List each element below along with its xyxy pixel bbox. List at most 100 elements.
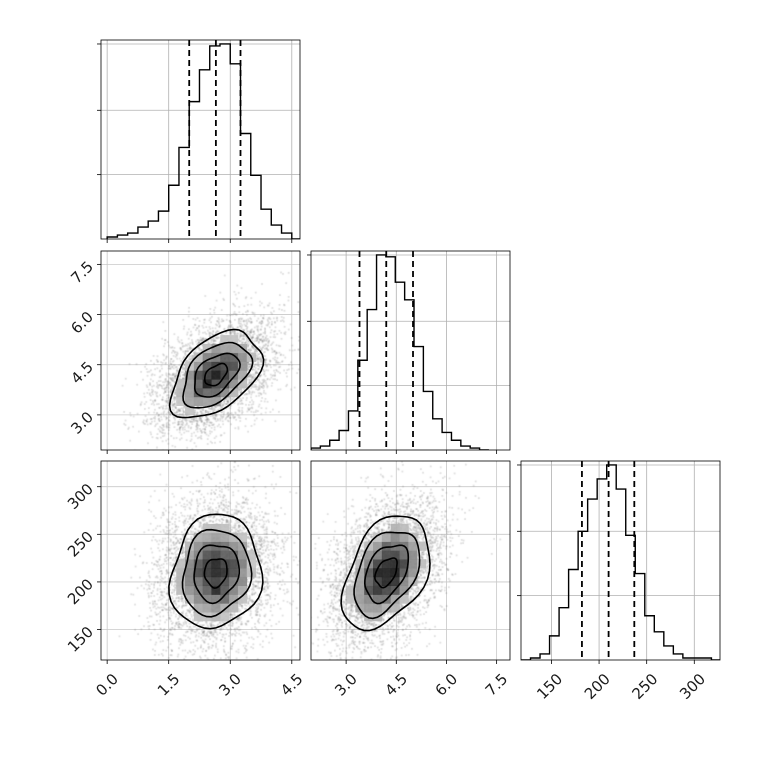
density-cell — [193, 541, 204, 551]
density-cell — [390, 603, 400, 613]
density-cell — [202, 550, 212, 560]
ytick-label-2-2: 250 — [64, 528, 97, 561]
density-cell — [202, 567, 212, 578]
density-cell — [185, 396, 195, 406]
density-cell — [229, 335, 239, 345]
density-cell — [364, 550, 374, 560]
density-cell — [229, 352, 239, 362]
density-cell — [390, 550, 400, 560]
density-cell — [202, 370, 212, 380]
density-cell — [185, 541, 195, 551]
panel-frame-2-1 — [310, 460, 511, 661]
density-cell — [229, 541, 239, 551]
density-cell — [220, 594, 230, 604]
density-cell — [381, 541, 392, 551]
xtick-label-1-0: 3.0 — [331, 670, 361, 700]
density-cell — [211, 532, 221, 542]
density-cell — [408, 541, 418, 551]
scatter-clip-2-1 — [311, 461, 510, 660]
density-cell — [408, 550, 418, 560]
density-cell — [381, 603, 392, 613]
density-cell — [185, 559, 195, 569]
density-cell — [364, 576, 374, 587]
density-cell — [381, 567, 392, 578]
density-cell — [408, 567, 418, 578]
density-cell — [355, 594, 365, 604]
density-cell — [373, 559, 383, 569]
contour-2-0-2 — [181, 528, 253, 618]
density-cell — [390, 523, 400, 534]
density-cell — [220, 343, 230, 354]
density-cell — [237, 352, 248, 362]
density-cell — [193, 532, 204, 542]
density-cell — [390, 559, 400, 569]
density-cell — [237, 379, 248, 389]
panel-frame-2-2 — [520, 460, 721, 661]
panel-frame-0-0 — [100, 39, 301, 240]
density-cell — [185, 387, 195, 398]
panel-1-1 — [307, 250, 511, 454]
density-cell — [229, 559, 239, 569]
density-cell — [193, 576, 204, 587]
density-cell — [364, 594, 374, 604]
density-cell — [417, 541, 427, 551]
density-cell — [176, 387, 186, 398]
density-cell — [193, 559, 204, 569]
ytick-label-1-2: 6.0 — [67, 308, 97, 338]
density-cell — [176, 567, 186, 578]
density-cell — [185, 550, 195, 560]
density-cell — [202, 361, 212, 371]
contour-1-0-0 — [204, 362, 229, 387]
density-cell — [381, 585, 392, 595]
ytick-label-2-3: 300 — [64, 480, 97, 513]
density-cell — [373, 576, 383, 587]
xtick-label-1-3: 7.5 — [482, 670, 512, 700]
density-cell — [364, 603, 374, 613]
scatter-clip-2-0 — [101, 461, 300, 660]
contour-2-1-0 — [374, 557, 398, 589]
density-cell — [211, 612, 221, 622]
density-cell — [211, 379, 221, 389]
panel-frame-1-1 — [310, 250, 511, 451]
density-cell — [202, 594, 212, 604]
density-cell — [185, 379, 195, 389]
density-cell — [237, 567, 248, 578]
density-cell — [211, 343, 221, 354]
density-cell — [355, 559, 365, 569]
density-cell — [237, 370, 248, 380]
density-cell — [185, 567, 195, 578]
density-cell — [220, 567, 230, 578]
density-cell — [220, 559, 230, 569]
density-cell — [193, 567, 204, 578]
hist-clip-2 — [521, 461, 720, 660]
density-cell — [237, 361, 248, 371]
density-cell — [193, 603, 204, 613]
density-cell — [237, 576, 248, 587]
density-cell — [185, 585, 195, 595]
density-cell — [237, 550, 248, 560]
density-cell — [220, 387, 230, 398]
histogram-0 — [106, 43, 300, 239]
xtick-label-2-3: 300 — [676, 670, 709, 703]
density-cell — [211, 567, 221, 578]
density-cell — [355, 567, 365, 578]
density-cell — [202, 532, 212, 542]
density-cell — [373, 541, 383, 551]
contour-1-0-3 — [168, 328, 265, 419]
density-cell — [202, 396, 212, 406]
density-cell — [408, 532, 418, 542]
density-cell — [399, 585, 409, 595]
density-cell — [246, 550, 256, 560]
ytick-label-2-1: 200 — [64, 575, 97, 608]
density-cell — [220, 335, 230, 345]
density-cell — [381, 576, 392, 587]
ytick-label-2-0: 150 — [64, 623, 97, 656]
ytick-label-1-3: 7.5 — [67, 258, 97, 288]
density-cell — [408, 559, 418, 569]
density-cell — [417, 559, 427, 569]
ytick-label-1-1: 4.5 — [67, 358, 97, 388]
density-cell — [381, 532, 392, 542]
density-cell — [399, 532, 409, 542]
density-cell — [246, 559, 256, 569]
